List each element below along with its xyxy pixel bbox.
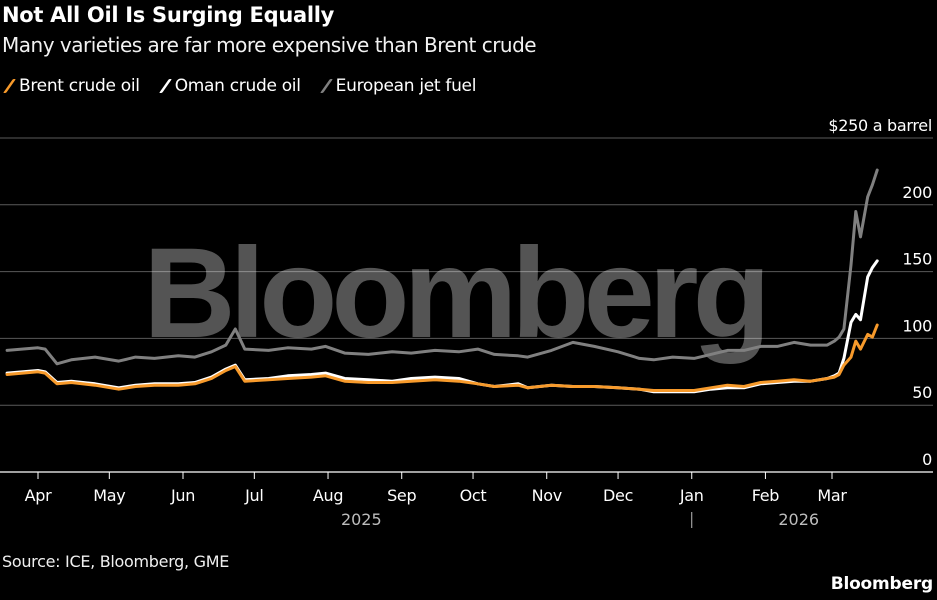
chart-title: Not All Oil Is Surging Equally [2, 3, 335, 27]
y-tick-label: $250 a barrel [828, 116, 932, 135]
y-axis: 0 50 100 150 200 $250 a barrel [828, 116, 932, 469]
x-tick-label: Apr [25, 486, 53, 505]
year-label: 2026 [778, 510, 819, 529]
x-tick-label: Jan [679, 486, 704, 505]
x-tick-label: Dec [603, 486, 633, 505]
watermark: Bloomberg [143, 222, 771, 365]
legend-item-oman: Oman crude oil [158, 76, 301, 96]
x-tick-label: Mar [817, 486, 847, 505]
series-lines [5, 168, 879, 394]
series-line-brent-crude-oil [5, 323, 879, 392]
y-tick-label: 0 [922, 450, 932, 469]
year-label: 2025 [341, 510, 382, 529]
y-tick-label: 150 [902, 250, 932, 269]
x-tick-label: May [93, 486, 125, 505]
chart-subtitle: Many varieties are far more expensive th… [2, 33, 537, 57]
x-tick-label: Feb [752, 486, 780, 505]
x-tick-label: Aug [313, 486, 343, 505]
legend-item-jet-fuel: European jet fuel [319, 76, 476, 96]
x-tick-label: Nov [532, 486, 562, 505]
legend-label: European jet fuel [335, 76, 477, 96]
y-tick-label: 50 [912, 383, 932, 402]
y-tick-label: 200 [902, 183, 932, 202]
x-axis: Apr May Jun Jul Aug Sep Oct Nov Dec Jan Feb Mar 2025… [0, 471, 933, 529]
legend-label: Brent crude oil [19, 76, 140, 96]
bloomberg-logo: Bloomberg [830, 574, 934, 594]
x-tick-label: Jul [244, 486, 263, 505]
x-tick-label: Oct [460, 486, 487, 505]
legend: Brent crude oil Oman crude oil European … [2, 76, 494, 96]
source-note: Source: ICE, Bloomberg, GME [2, 552, 230, 571]
legend-item-brent: Brent crude oil [2, 76, 140, 96]
series-line-european-jet-fuel [5, 168, 879, 366]
y-tick-label: 100 [902, 316, 932, 335]
x-tick-label: Sep [387, 486, 416, 505]
legend-label: Oman crude oil [174, 76, 301, 96]
bloomberg-watermark: Bloomberg [143, 222, 765, 365]
x-tick-label: Jun [170, 486, 195, 505]
gridlines [0, 137, 933, 406]
